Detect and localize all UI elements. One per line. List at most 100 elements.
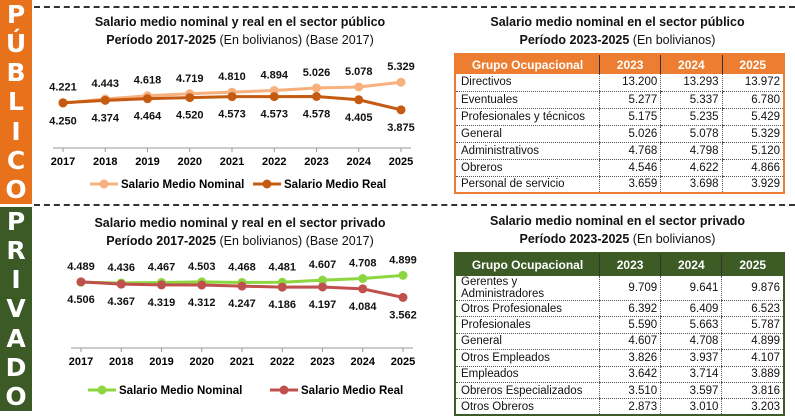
cell-group: Otros Profesionales [455, 300, 600, 318]
cell-value: 5.175 [598, 108, 661, 126]
column-header: 2024 [660, 54, 722, 74]
data-point [312, 83, 321, 93]
data-label: 4.894 [260, 69, 288, 81]
cell-value: 4.708 [660, 333, 722, 351]
title-period: Período 2017-2025 [106, 33, 217, 47]
band-letter: C [6, 145, 26, 175]
table-row: Obreros 4.546 4.622 4.866 [455, 159, 784, 177]
x-tick-label: 2017 [69, 356, 93, 368]
data-point [197, 280, 207, 290]
data-label: 4.468 [228, 261, 256, 273]
title-rest: (En bolivianos) (Base 2017) [216, 234, 374, 248]
cell-value: 5.329 [721, 125, 784, 143]
cell-value: 9.709 [598, 276, 661, 301]
cell-value: 6.523 [721, 300, 784, 318]
band-letter: R [6, 236, 26, 266]
legend-marker [97, 385, 107, 395]
cell-value: 5.026 [598, 125, 661, 143]
cell-value: 4.107 [721, 349, 784, 367]
data-label: 4.464 [134, 111, 162, 123]
data-point [312, 91, 321, 101]
data-label: 4.247 [228, 298, 256, 310]
cell-value: 4.768 [598, 142, 661, 160]
data-label: 5.026 [303, 67, 331, 79]
x-tick-label: 2022 [270, 356, 294, 368]
cell-value: 3.714 [660, 366, 722, 383]
legend-marker [262, 179, 272, 189]
data-point [116, 279, 126, 289]
data-label: 4.810 [218, 71, 246, 83]
legend-label: Salario Medio Real [301, 385, 403, 397]
cell-group: Profesionales y técnicos [455, 108, 600, 126]
cell-value: 4.866 [721, 159, 784, 177]
cell-value: 6.409 [660, 300, 722, 318]
legend-label: Salario Medio Real [284, 179, 386, 191]
cell-value: 3.010 [660, 398, 722, 416]
column-header: 2025 [721, 253, 784, 276]
column-header: Grupo Ocupacional [471, 258, 584, 272]
column-header: 2025 [721, 54, 784, 74]
data-point [354, 82, 364, 92]
cell-value: 3.597 [660, 382, 722, 400]
cell-value: 5.337 [660, 91, 722, 109]
data-point [76, 277, 86, 287]
band-letter: I [11, 265, 21, 295]
cell-value: 3.659 [598, 176, 661, 194]
data-label: 4.436 [107, 262, 135, 274]
band-letter: A [6, 323, 26, 353]
privado-table-title: Salario medio nominal en el sector priva… [440, 212, 795, 248]
data-label: 4.084 [349, 301, 377, 313]
data-label: 4.573 [218, 109, 246, 121]
x-tick-label: 2020 [178, 156, 202, 168]
band-letter: O [5, 174, 27, 204]
cell-value: 3.816 [721, 382, 784, 400]
cell-value: 13.200 [598, 74, 661, 92]
column-header: 2024 [660, 253, 722, 276]
cell-value: 3.510 [598, 382, 661, 400]
band-letter: I [11, 116, 21, 146]
cell-group: Eventuales [455, 91, 600, 109]
data-point [398, 292, 408, 302]
data-label: 4.503 [188, 261, 216, 273]
cell-value: 3.698 [660, 176, 722, 194]
x-tick-label: 2023 [304, 156, 328, 168]
legend-label: Salario Medio Nominal [121, 179, 244, 191]
cell-value: 13.972 [721, 74, 784, 92]
cell-value: 6.392 [598, 300, 661, 318]
x-tick-label: 2019 [135, 156, 159, 168]
cell-value: 4.607 [598, 333, 661, 351]
table-row: Profesionales y técnicos 5.175 5.235 5.429 [455, 108, 784, 126]
cell-value: 5.663 [660, 316, 722, 334]
data-label: 4.197 [309, 299, 337, 311]
data-point [396, 105, 406, 115]
cell-group: Gerentes y Administradores [455, 276, 600, 301]
cell-value: 4.546 [598, 159, 661, 177]
table-row: Otros Empleados 3.826 3.937 4.107 [455, 349, 784, 367]
data-point [100, 95, 110, 105]
cell-group: General [455, 333, 600, 351]
cell-group: Administrativos [455, 142, 600, 160]
cell-group: Empleados [455, 366, 600, 383]
table-row: Otros Profesionales 6.392 6.409 6.523 [455, 300, 784, 318]
privado-chart-title: Salario medio nominal y real en el secto… [40, 214, 440, 250]
data-label: 4.250 [49, 115, 77, 127]
table-row: Otros Obreros 2.873 3.010 3.203 [455, 398, 784, 416]
data-label: 4.578 [303, 108, 331, 120]
legend-marker [279, 385, 289, 395]
title-line1: Salario medio nominal y real en el secto… [94, 15, 386, 29]
data-point [318, 275, 327, 285]
legend-marker [99, 179, 109, 189]
cell-value: 5.590 [598, 316, 661, 334]
data-point [277, 282, 287, 292]
title-period: Período 2023-2025 [519, 232, 630, 246]
publico-chart-title: Salario medio nominal y real en el secto… [40, 13, 440, 49]
band-letter: L [8, 87, 24, 117]
cell-value: 3.203 [721, 398, 784, 416]
data-point [398, 270, 408, 280]
table-row: Gerentes y Administradores 9.709 9.641 9.87… [455, 276, 784, 301]
x-tick-label: 2018 [93, 156, 117, 168]
cell-value: 4.798 [660, 142, 722, 160]
table-row: General 4.607 4.708 4.899 [455, 333, 784, 351]
column-header: Grupo Ocupacional [471, 57, 584, 72]
